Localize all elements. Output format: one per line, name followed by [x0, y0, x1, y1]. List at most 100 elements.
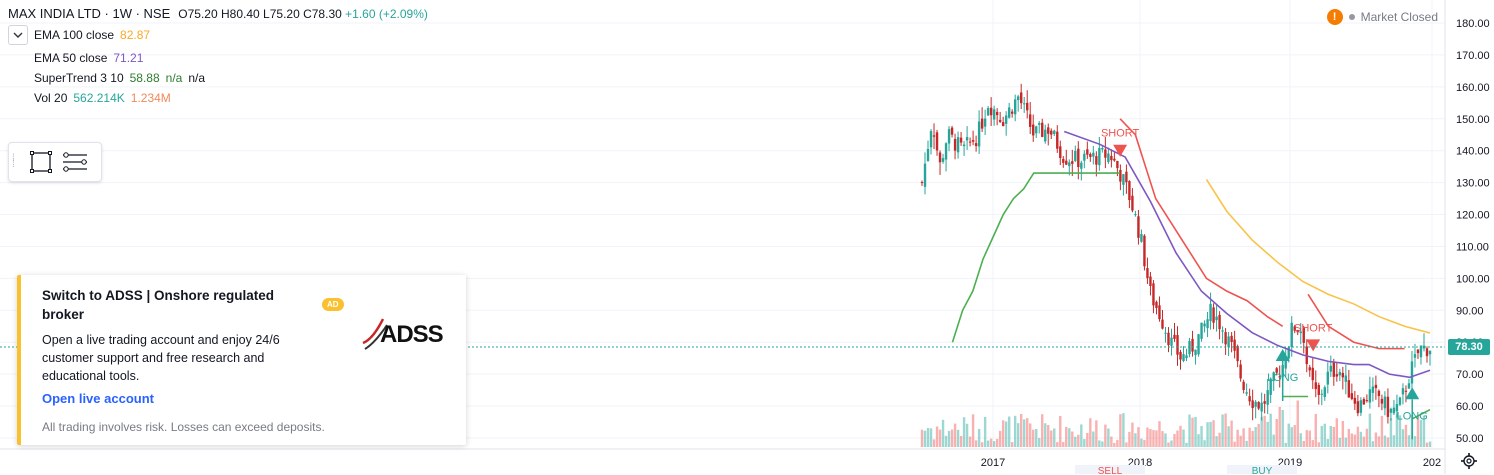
down-arrow-icon — [1113, 144, 1128, 157]
volume-bar — [965, 423, 969, 447]
volume-bar — [1215, 436, 1218, 447]
candle-body — [980, 118, 984, 129]
candle — [926, 140, 930, 162]
candle-body — [1164, 332, 1167, 334]
warning-icon[interactable]: ! — [1326, 9, 1343, 25]
volume-bar — [1338, 437, 1342, 447]
candle-body — [1173, 334, 1176, 339]
volume-bar — [1398, 415, 1402, 447]
chevron-down-icon[interactable] — [8, 25, 28, 45]
time-tick-label: 2017 — [981, 457, 1005, 469]
candle-body — [935, 132, 939, 151]
candle — [1398, 396, 1402, 407]
volume-bar — [1095, 420, 1098, 447]
candle — [1293, 324, 1296, 334]
candle-body — [1215, 316, 1218, 321]
volume-bar — [1170, 440, 1173, 447]
candle-body — [1410, 361, 1414, 384]
volume-bar — [1299, 433, 1302, 447]
signal-marker: LONG — [1267, 349, 1298, 401]
volume-bar — [1260, 416, 1263, 447]
candle — [1074, 145, 1077, 163]
candle-body — [1344, 375, 1348, 382]
ema50-line — [1063, 130, 1431, 379]
indicator-volume[interactable]: Vol 20 562.214K 1.234M — [8, 91, 428, 105]
candle-body — [1128, 181, 1131, 201]
volume-bar — [980, 442, 984, 447]
candle-body — [1071, 161, 1074, 164]
candle — [1218, 311, 1221, 340]
candle-body — [1386, 396, 1390, 417]
candle — [1149, 271, 1152, 296]
candle-body — [1152, 283, 1155, 306]
candle-body — [1296, 329, 1299, 333]
ad-panel[interactable]: Switch to ADSS | Onshore regulated broke… — [17, 275, 466, 445]
volume-bar — [950, 429, 954, 447]
candle — [1197, 333, 1200, 357]
bottom-label-bg — [1075, 465, 1145, 474]
volume-bar — [1044, 423, 1047, 447]
candle — [1320, 389, 1323, 406]
candle — [1338, 368, 1342, 382]
open-live-account-link[interactable]: Open live account — [42, 391, 154, 406]
volume-bar — [1119, 414, 1122, 447]
volume-bar — [1029, 423, 1032, 447]
gear-icon[interactable] — [1460, 452, 1478, 470]
volume-bar — [977, 428, 981, 447]
change-value: +1.60 (+2.09%) — [345, 6, 428, 21]
candle-body — [1074, 150, 1077, 162]
volume-bar — [1344, 437, 1348, 447]
rectangle-icon[interactable] — [26, 147, 56, 177]
candle-body — [1392, 407, 1396, 414]
candle — [1146, 257, 1149, 285]
supertrend-down-line — [1119, 118, 1284, 327]
volume-bar — [1200, 426, 1203, 447]
signal-marker: SHORT — [1294, 322, 1333, 352]
volume-bar — [1236, 429, 1239, 447]
price-tick-label: 150.00 — [1456, 114, 1490, 126]
drag-handle-icon[interactable]: ⁞ ⁞ — [12, 153, 15, 170]
volume-bar — [1053, 428, 1056, 447]
indicator-supertrend[interactable]: SuperTrend 3 10 58.88 n/a n/a — [8, 71, 428, 85]
indicator-value: n/a — [165, 71, 183, 85]
adss-logo[interactable]: ADSS — [361, 315, 456, 355]
candle-body — [1023, 103, 1026, 105]
volume-bar — [1233, 441, 1236, 447]
candle — [1004, 111, 1008, 136]
candle-body — [1350, 393, 1354, 400]
candle — [1019, 83, 1023, 110]
volume-bar — [968, 436, 972, 447]
volume-bar — [1128, 431, 1131, 447]
candle-body — [998, 119, 1002, 122]
volume-bar — [1164, 433, 1167, 447]
candle-body — [1104, 149, 1107, 158]
candle-body — [995, 111, 999, 116]
candle — [1173, 322, 1176, 342]
indicator-ema50[interactable]: EMA 50 close 71.21 — [8, 51, 428, 65]
volume-bar — [947, 430, 951, 447]
market-status[interactable]: ! Market Closed — [1326, 9, 1438, 25]
candle — [1404, 385, 1408, 403]
candle-body — [1230, 335, 1233, 342]
candle-body — [1056, 131, 1059, 149]
candle-body — [1422, 345, 1426, 349]
symbol-title[interactable]: MAX INDIA LTD · 1W · NSE — [8, 6, 171, 21]
low-value: L75.20 — [263, 6, 300, 21]
price-tick-label: 180.00 — [1456, 18, 1490, 30]
candle — [1326, 362, 1329, 394]
candle — [1263, 393, 1266, 414]
candle — [1299, 323, 1302, 345]
volume-bar — [1023, 419, 1026, 447]
volume-bar — [1191, 417, 1194, 447]
candle — [950, 125, 954, 138]
volume-bar — [1161, 431, 1164, 447]
volume-bar — [941, 419, 945, 447]
candle-body — [1089, 153, 1092, 157]
bottom-signal-labels: SELL BUY — [1075, 465, 1297, 474]
indicator-label: Vol 20 — [34, 91, 68, 105]
volume-bar — [1038, 437, 1041, 447]
object-tree-icon[interactable] — [60, 147, 90, 177]
indicator-ema100[interactable]: EMA 100 close 82.87 — [8, 25, 428, 45]
candle-body — [1019, 92, 1023, 104]
candle-body — [1007, 107, 1011, 118]
